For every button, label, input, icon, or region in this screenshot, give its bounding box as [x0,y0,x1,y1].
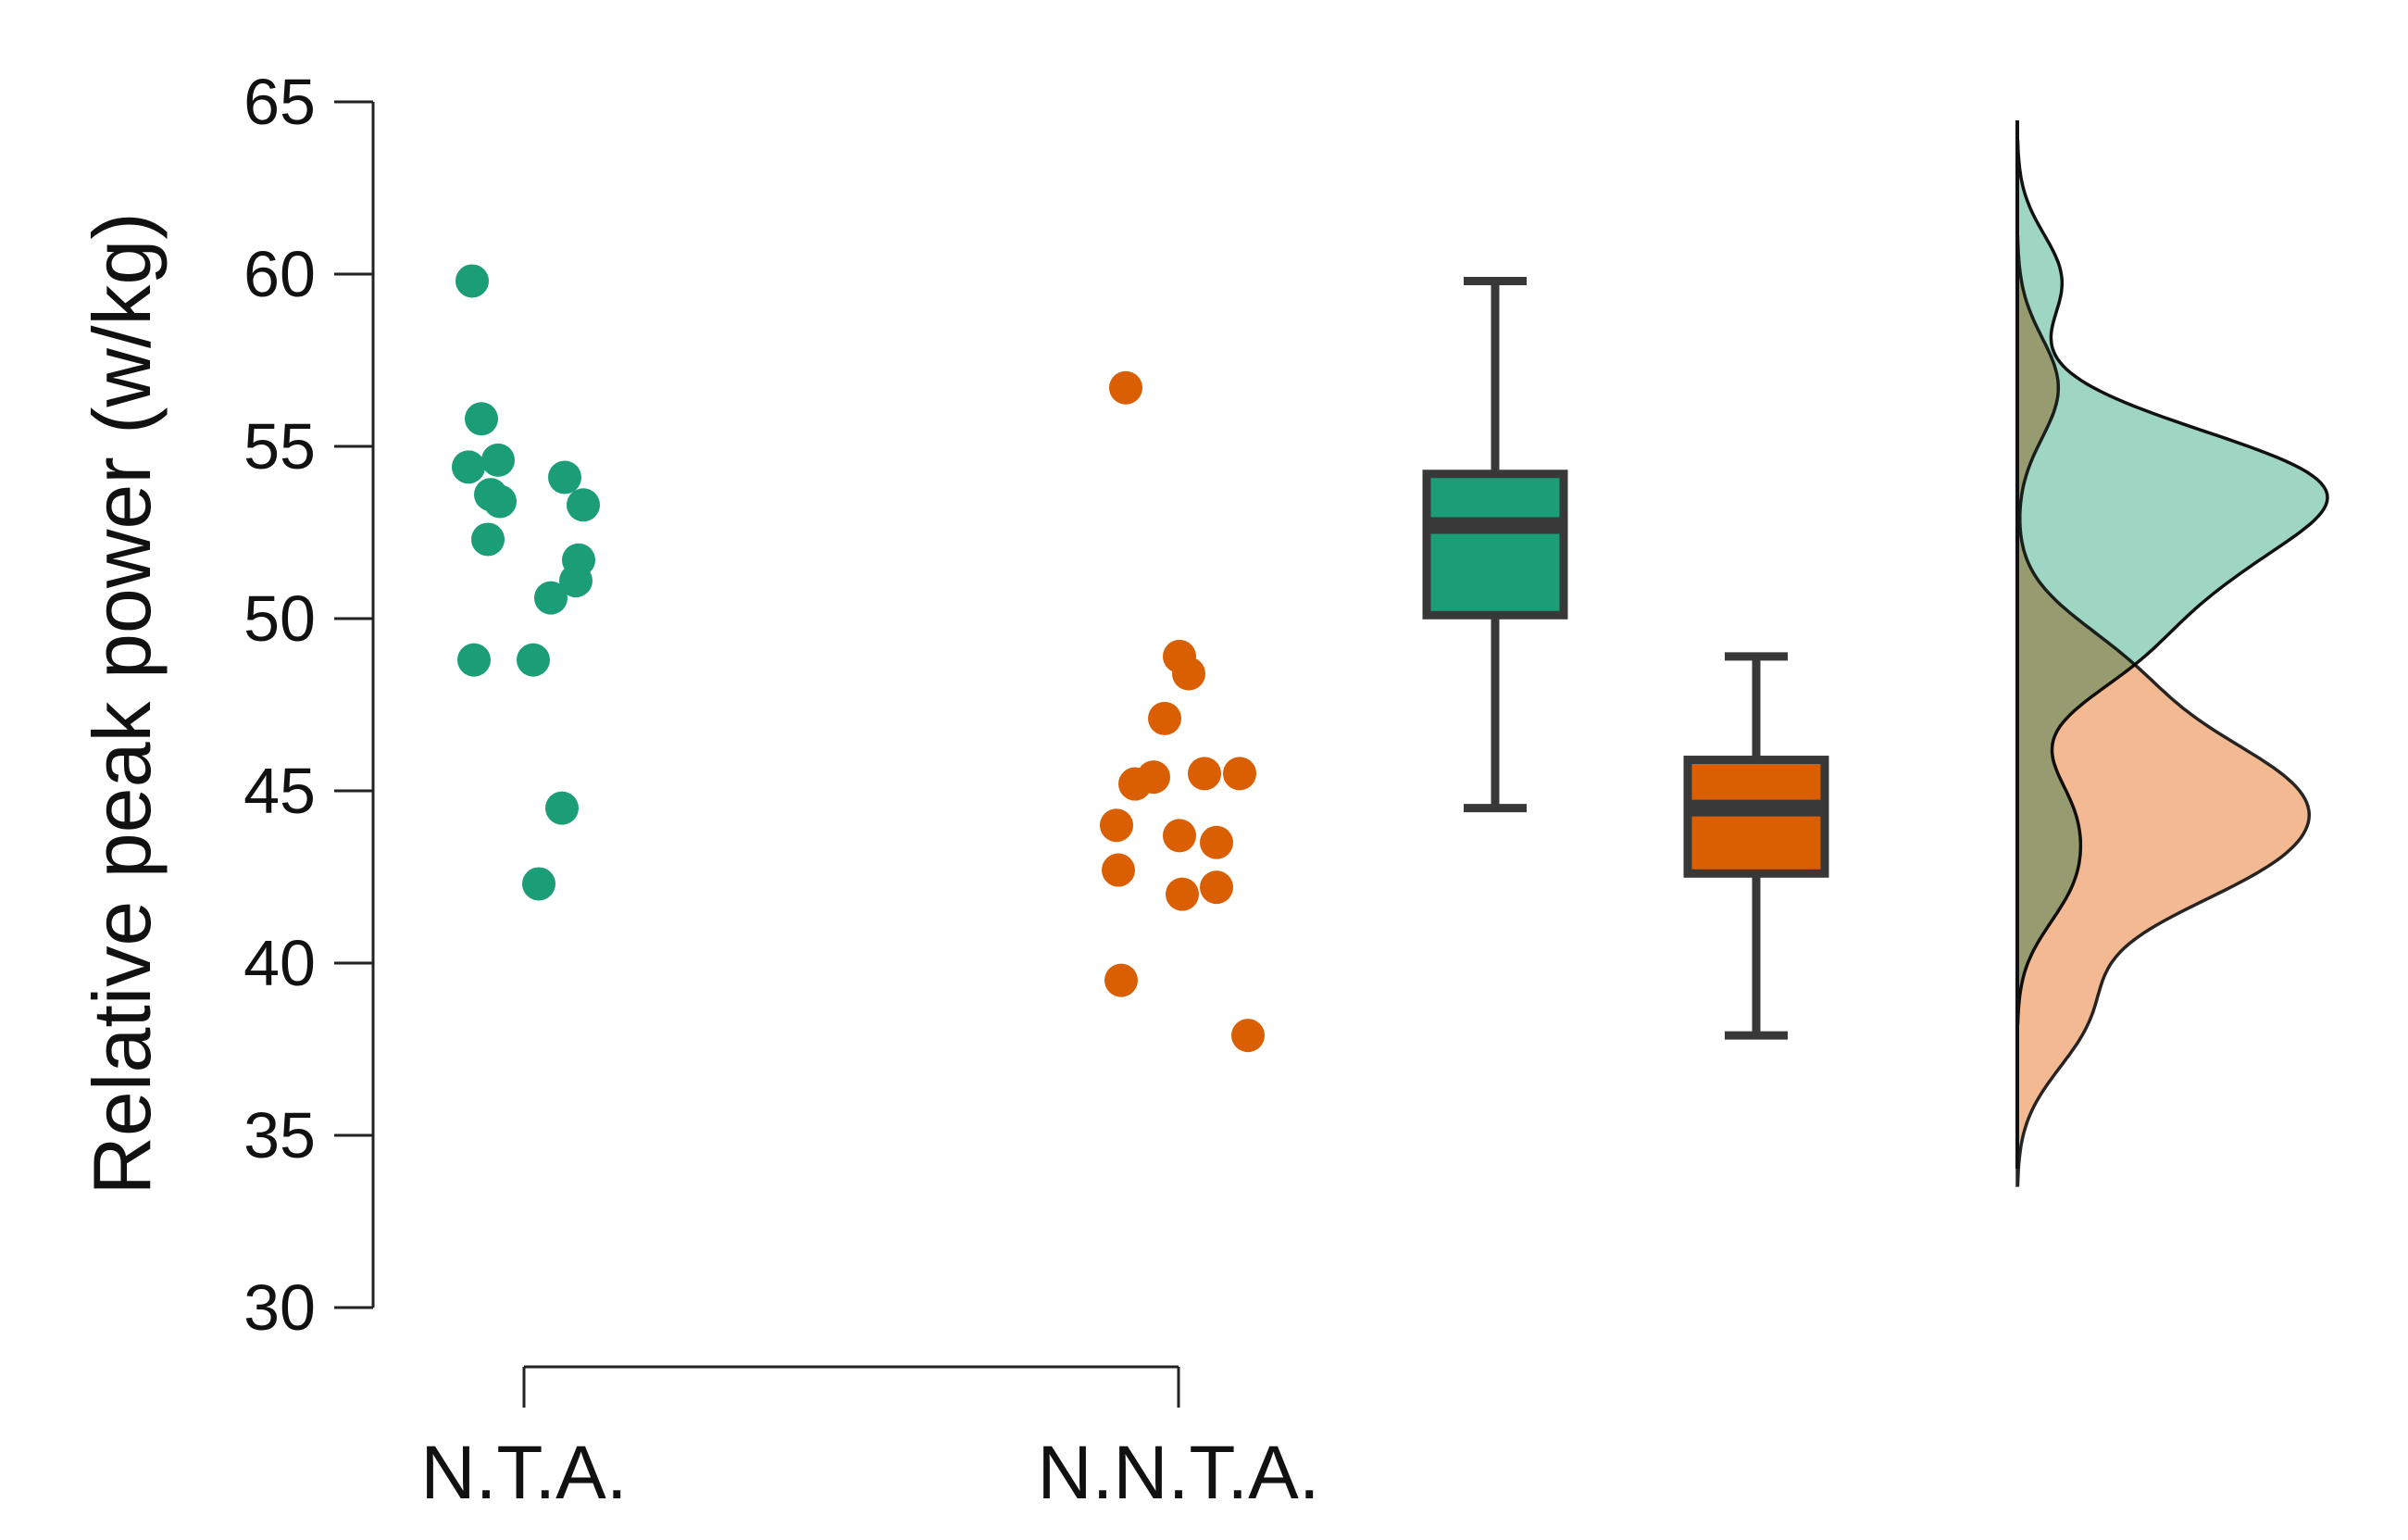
data-point [534,581,568,615]
density-plots [2015,120,2329,1187]
y-tick-label: 60 [243,238,316,310]
x-category-label: N.N.T.A. [1037,1431,1319,1515]
data-point [1172,657,1205,691]
data-point [471,522,505,557]
data-point [559,564,593,598]
data-point [1188,757,1221,791]
y-tick-label: 65 [243,66,316,138]
data-point [1231,1019,1265,1053]
boxplots [1422,276,1829,1040]
data-point [1148,701,1181,735]
data-point [481,443,515,477]
data-point [1200,870,1233,905]
y-tick-label: 30 [243,1271,316,1344]
data-point [455,264,489,298]
data-point [545,791,579,825]
data-point [483,484,517,519]
data-point [1223,757,1256,791]
box-body [1683,756,1829,878]
data-point [522,867,555,901]
data-point [1100,808,1133,843]
data-point [548,460,581,495]
y-axis: 30 35 40 45 50 55 60 65 [243,66,375,1344]
density-curve [2015,236,2312,1187]
data-point [1118,767,1152,801]
data-point [1166,877,1199,911]
data-point [1200,825,1233,859]
data-point [1104,963,1138,997]
data-point [567,488,600,522]
y-tick-label: 50 [243,582,316,655]
x-axis: N.T.A. N.N.T.A. [420,1365,1320,1515]
y-tick-label: 35 [243,1099,316,1171]
data-point [1163,819,1196,853]
y-axis-title: Relative peak power (w/kg) [76,212,168,1195]
data-point [465,402,498,436]
data-point [517,643,550,677]
x-category-label: N.T.A. [420,1431,627,1515]
y-tick-label: 55 [243,410,316,482]
data-points [452,264,1265,1053]
y-tick-label: 45 [243,755,316,827]
data-point [1102,853,1135,887]
data-point [457,643,491,677]
box-body [1422,470,1568,620]
data-point [1109,370,1142,405]
data-point [452,450,485,484]
y-tick-label: 40 [243,927,316,999]
